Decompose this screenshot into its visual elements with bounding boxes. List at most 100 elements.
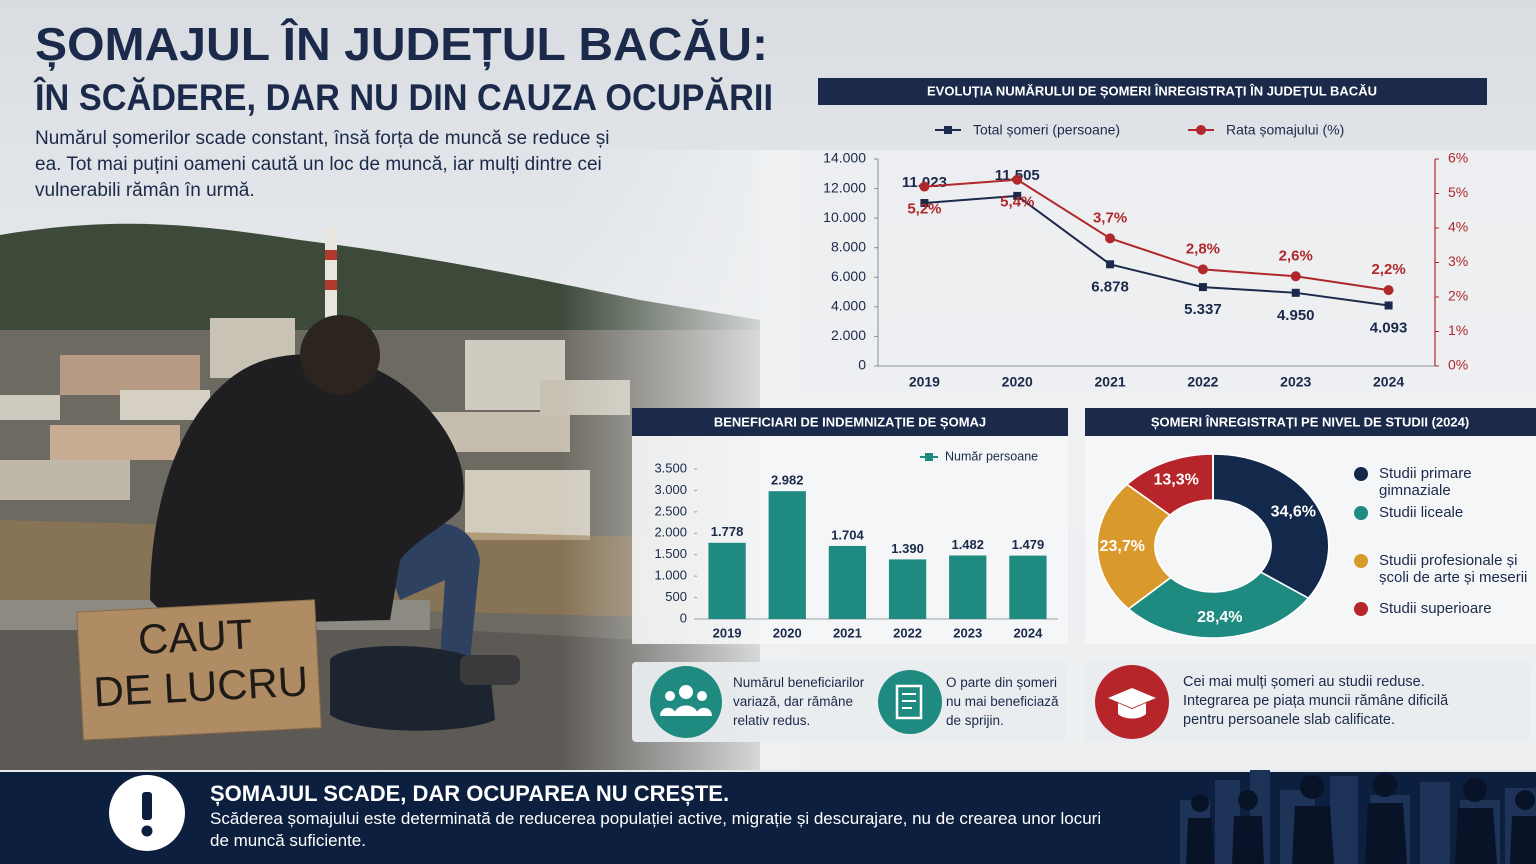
panel-title: EVOLUȚIA NUMĂRULUI DE ȘOMERI ÎNREGISTRAȚ… [927, 83, 1377, 98]
x-tick-label: 2021 [833, 625, 862, 640]
legend-label: Rata șomajului (%) [1226, 122, 1344, 138]
data-label: 2,6% [1279, 247, 1313, 264]
legend-marker [925, 453, 933, 461]
x-tick-label: 2024 [1373, 374, 1404, 390]
bar [888, 559, 927, 619]
bar [768, 491, 806, 619]
y-tick-label: 1.000 [654, 568, 687, 583]
point [1197, 264, 1208, 275]
y-tick-label: 500 [665, 589, 687, 604]
legend-marker [944, 126, 952, 134]
x-tick-label: 2022 [893, 625, 922, 640]
y-tick-label: 6.000 [831, 268, 866, 284]
point [1291, 288, 1300, 297]
data-label: 34,6% [1271, 504, 1316, 521]
point [1105, 233, 1116, 244]
data-label: 4.093 [1370, 319, 1408, 336]
graduation-glyph [1108, 688, 1156, 719]
y-tick-label: 1.500 [654, 546, 687, 561]
x-tick-label: 2023 [1280, 374, 1311, 390]
people-silhouettes [1186, 773, 1536, 864]
y2-tick-label: 2% [1448, 288, 1468, 304]
sign-text: CAUT [137, 610, 254, 663]
y-tick-label: 0 [858, 357, 866, 373]
data-label: 1.479 [1012, 537, 1045, 552]
data-label: 4.950 [1277, 307, 1315, 324]
x-tick-label: 2023 [953, 625, 982, 640]
legend-marker [1354, 467, 1368, 481]
point [920, 199, 929, 208]
legend-marker [1196, 125, 1206, 135]
legend-label: Număr persoane [945, 449, 1038, 463]
point [1290, 271, 1301, 282]
x-tick-label: 2020 [1002, 374, 1033, 390]
series-line [924, 194, 1389, 307]
y2-tick-label: 6% [1448, 150, 1468, 166]
donut [1096, 453, 1330, 639]
x-tick-label: 2020 [773, 625, 802, 640]
panel-header [1085, 408, 1536, 436]
data-label: 28,4% [1197, 609, 1242, 626]
data-label: 5,2% [907, 201, 941, 218]
point [1013, 191, 1022, 200]
data-label: 2.982 [771, 473, 804, 488]
y2-tick-label: 0% [1448, 357, 1468, 373]
point [1012, 174, 1023, 185]
title-line-1: ȘOMAJUL ÎN JUDEȚUL BACĂU: [35, 18, 768, 71]
alert-glyph [141, 825, 153, 837]
panel-header [632, 408, 1068, 436]
note-text: Numărul beneficiarilor variază, dar rămâ… [733, 675, 865, 728]
y-tick-label: 0 [680, 610, 687, 625]
data-label: 1.704 [831, 527, 864, 542]
data-label: 5.337 [1184, 301, 1222, 318]
y-tick-label: 2.500 [654, 503, 687, 518]
x-tick-label: 2021 [1095, 374, 1126, 390]
sign: CAUT DE LUCRU [92, 610, 309, 715]
bar [708, 542, 746, 619]
data-label: 2,8% [1186, 240, 1220, 257]
note-box [1085, 662, 1530, 742]
x-tick-label: 2019 [909, 374, 940, 390]
donut-slice [1212, 453, 1330, 600]
legend-marker [1354, 602, 1368, 616]
donut-slice [1127, 571, 1310, 639]
series-line [924, 178, 1389, 292]
x-tick-label: 2022 [1187, 374, 1218, 390]
people-glyph [660, 685, 712, 716]
note-text: Cei mai mulți șomeri au studii reduse. I… [1183, 674, 1449, 728]
alert-glyph [142, 792, 152, 820]
footer-text: Scăderea șomajului este determinată de r… [210, 809, 1102, 850]
title-line-2: ÎN SCĂDERE, DAR NU DIN CAUZA OCUPĂRII [33, 76, 773, 118]
point [919, 181, 930, 192]
y-tick-label: 12.000 [823, 179, 866, 195]
y-tick-label: 3.000 [654, 482, 687, 497]
point [1106, 260, 1115, 269]
y-tick-label: 8.000 [831, 238, 866, 254]
data-label: 1.778 [711, 524, 744, 539]
data-label: 1.390 [891, 541, 924, 556]
y-tick-label: 4.000 [831, 298, 866, 314]
donut-slice [1096, 483, 1173, 611]
panel-header [818, 78, 1487, 105]
data-label: 2,2% [1371, 261, 1405, 278]
data-label: 6.878 [1091, 278, 1129, 295]
y-tick-label: 2.000 [654, 525, 687, 540]
x-tick-label: 2019 [713, 625, 742, 640]
y2-tick-label: 3% [1448, 253, 1468, 269]
footer-headline: ȘOMAJUL SCADE, DAR OCUPAREA NU CREȘTE. [210, 781, 729, 806]
y-tick-label: 14.000 [823, 150, 866, 166]
intro-text: Numărul șomerilor scade constant, însă f… [35, 128, 610, 201]
legend-marker [1354, 554, 1368, 568]
note-text: O parte din șomeri nu mai beneficiază de… [946, 675, 1059, 728]
legend-label: Studii superioare [1379, 600, 1492, 617]
y-tick-label: 2.000 [831, 327, 866, 343]
y-tick-label: 3.500 [654, 460, 687, 475]
legend-label: Total șomeri (persoane) [973, 122, 1120, 138]
x-tick-label: 2024 [1013, 625, 1043, 640]
data-label: 13,3% [1154, 471, 1199, 488]
data-label: 5,4% [1000, 194, 1034, 211]
data-label: 23,7% [1100, 538, 1145, 555]
y-tick-label: 10.000 [823, 209, 866, 225]
donut-slice [1125, 453, 1214, 517]
